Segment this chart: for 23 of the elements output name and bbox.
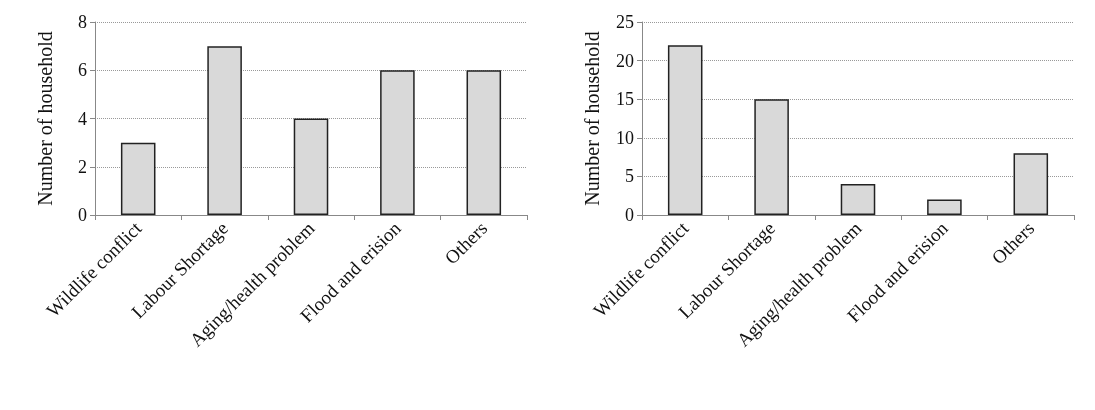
bar <box>380 70 415 215</box>
y-tick-label: 15 <box>616 89 634 110</box>
bar <box>293 118 329 215</box>
y-axis-title: Number of household <box>34 31 56 206</box>
y-tick-label: 10 <box>616 127 634 148</box>
bar <box>120 142 156 215</box>
bar <box>667 45 703 215</box>
bar <box>927 199 962 215</box>
y-tick-label: 25 <box>616 12 634 32</box>
y-tick-label: 0 <box>625 205 634 225</box>
y-tick-label: 4 <box>78 108 87 129</box>
bar <box>754 99 789 215</box>
y-tick-label: 6 <box>78 60 87 81</box>
y-tick-label: 8 <box>78 12 87 32</box>
y-tick-label: 2 <box>78 156 87 177</box>
bar <box>840 184 876 215</box>
bar <box>207 46 242 215</box>
bar <box>466 70 502 215</box>
y-axis-title: Number of household <box>581 31 603 206</box>
bar <box>1013 153 1049 215</box>
y-tick-label: 5 <box>625 166 634 187</box>
y-tick-label: 0 <box>78 205 87 225</box>
y-tick-label: 20 <box>616 50 634 71</box>
